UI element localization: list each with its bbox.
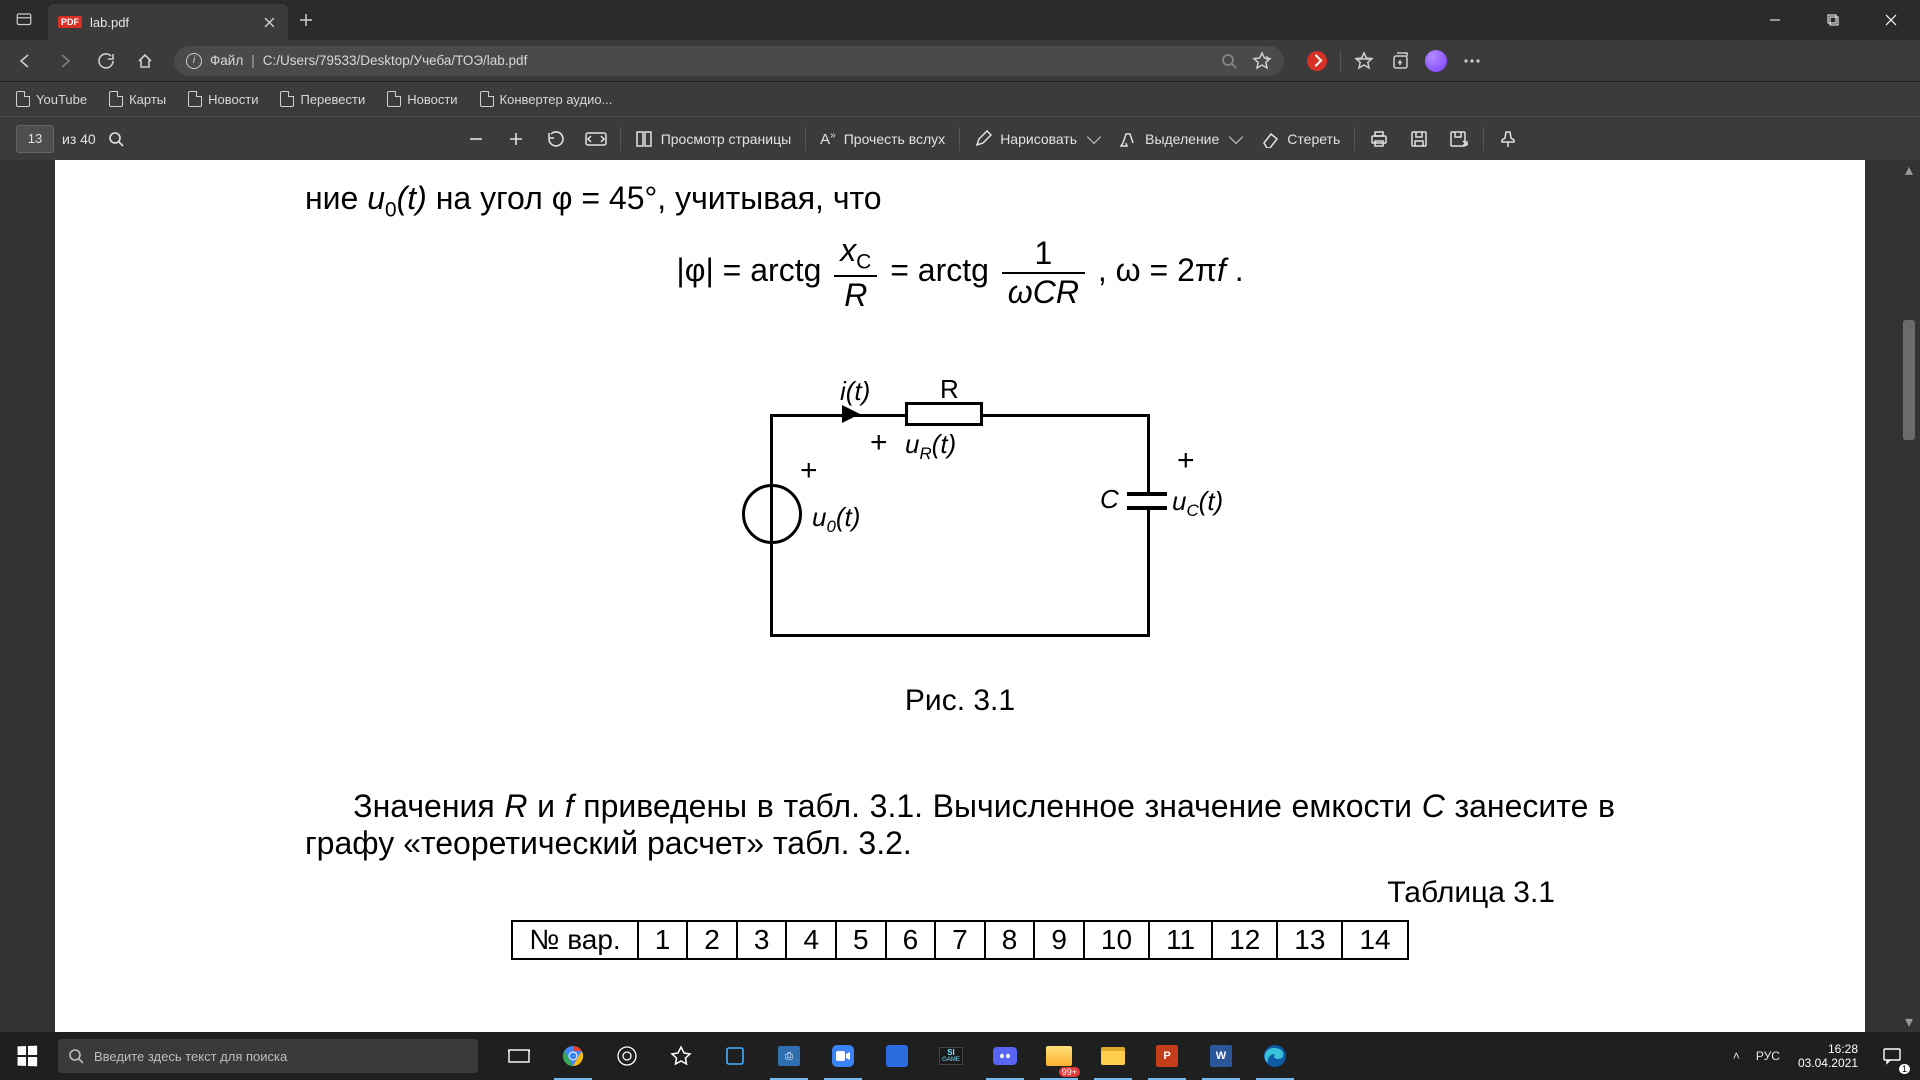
new-tab-button[interactable] — [288, 0, 324, 40]
scroll-up-icon[interactable]: ▴ — [1900, 160, 1918, 180]
adblock-icon[interactable] — [1300, 44, 1334, 78]
read-aloud-button[interactable]: A» Прочесть вслух — [810, 130, 955, 148]
pdf-page: ние u0(t) на угол φ = 45°, учитывая, что… — [55, 160, 1865, 1032]
equation: |φ| = arctg xCR = arctg 1ωCR , ω = 2πf . — [305, 232, 1615, 313]
taskbar-app-chrome[interactable] — [546, 1032, 600, 1080]
fit-page-button[interactable] — [576, 119, 616, 159]
task-view-button[interactable] — [492, 1032, 546, 1080]
bookmark-item[interactable]: Новости — [381, 87, 463, 111]
taskbar-app-powerpoint[interactable]: P — [1140, 1032, 1194, 1080]
taskbar-search[interactable]: Введите здесь текст для поиска — [58, 1039, 478, 1073]
data-table: № вар. 1234567891011121314 — [511, 920, 1408, 960]
taskbar-app-word[interactable]: W — [1194, 1032, 1248, 1080]
page-view-button[interactable]: Просмотр страницы — [625, 130, 801, 148]
bookmark-item[interactable]: Новости — [182, 87, 264, 111]
taskbar-app-zoom[interactable] — [816, 1032, 870, 1080]
figure-caption: Рис. 3.1 — [305, 684, 1615, 718]
window-controls — [1746, 0, 1920, 40]
language-indicator[interactable]: РУС — [1748, 1049, 1788, 1063]
clock[interactable]: 16:28 03.04.2021 — [1788, 1042, 1868, 1071]
window-maximize-button[interactable] — [1804, 0, 1862, 40]
chevron-down-icon — [1229, 129, 1243, 143]
chevron-down-icon — [1087, 129, 1101, 143]
tab-title: lab.pdf — [90, 15, 252, 30]
nav-back-button[interactable] — [8, 44, 42, 78]
favorites-icon[interactable] — [1347, 44, 1381, 78]
page-icon — [280, 91, 294, 107]
pdf-viewer[interactable]: ние u0(t) на угол φ = 45°, учитывая, что… — [0, 160, 1920, 1032]
action-center-button[interactable]: 1 — [1868, 1047, 1916, 1065]
pdf-badge-icon: PDF — [58, 16, 82, 28]
highlight-button[interactable]: Выделение — [1109, 130, 1251, 148]
bookmarks-bar: YouTube Карты Новости Перевести Новости … — [0, 82, 1920, 116]
scroll-thumb[interactable] — [1903, 320, 1915, 440]
page-icon — [387, 91, 401, 107]
address-file-label: Файл — [210, 53, 243, 68]
profile-avatar[interactable] — [1419, 44, 1453, 78]
bookmark-item[interactable]: Конвертер аудио... — [474, 87, 619, 111]
window-minimize-button[interactable] — [1746, 0, 1804, 40]
table-caption: Таблица 3.1 — [305, 876, 1615, 910]
circuit-diagram: i(t) R + uR(t) + u0(t) C + uC(t) — [730, 374, 1190, 654]
erase-button[interactable]: Стереть — [1251, 130, 1350, 148]
bookmark-item[interactable]: Перевести — [274, 87, 371, 111]
page-number-input[interactable]: 13 — [16, 125, 54, 153]
pdf-toolbar: 13 из 40 Просмотр страницы A» Прочесть в… — [0, 116, 1920, 160]
bookmark-item[interactable]: YouTube — [10, 87, 93, 111]
collections-icon[interactable] — [1383, 44, 1417, 78]
text-line: ние u0(t) на угол φ = 45°, учитывая, что — [305, 180, 1615, 222]
page-icon — [188, 91, 202, 107]
start-button[interactable] — [0, 1046, 54, 1066]
nav-forward-button[interactable] — [48, 44, 82, 78]
zoom-in-button[interactable] — [496, 119, 536, 159]
taskbar-app-generic[interactable] — [600, 1032, 654, 1080]
search-placeholder: Введите здесь текст для поиска — [94, 1049, 287, 1064]
bookmark-item[interactable]: Карты — [103, 87, 172, 111]
rotate-button[interactable] — [536, 119, 576, 159]
windows-taskbar: Введите здесь текст для поиска ⎙ SIGAME … — [0, 1032, 1920, 1080]
taskbar-app-explorer[interactable] — [1086, 1032, 1140, 1080]
taskbar-app-mail[interactable]: 99+ — [1032, 1032, 1086, 1080]
home-button[interactable] — [128, 44, 162, 78]
page-total-label: из 40 — [62, 131, 96, 147]
system-tray: ˄ РУС 16:28 03.04.2021 1 — [1725, 1032, 1920, 1080]
favorite-icon[interactable] — [1252, 51, 1272, 71]
search-in-pdf-button[interactable] — [96, 119, 136, 159]
page-icon — [480, 91, 494, 107]
page-icon — [16, 91, 30, 107]
taskbar-app-discord[interactable] — [978, 1032, 1032, 1080]
taskbar-app-edge[interactable] — [1248, 1032, 1302, 1080]
taskbar-app-generic[interactable]: SIGAME — [924, 1032, 978, 1080]
zoom-out-button[interactable] — [456, 119, 496, 159]
refresh-button[interactable] — [88, 44, 122, 78]
address-bar[interactable]: i Файл | C:/Users/79533/Desktop/Учеба/ТО… — [174, 46, 1284, 76]
search-icon — [68, 1048, 84, 1064]
pin-toolbar-button[interactable] — [1488, 119, 1528, 159]
scroll-down-icon[interactable]: ▾ — [1900, 1012, 1918, 1032]
save-button[interactable] — [1399, 119, 1439, 159]
site-info-icon[interactable]: i — [186, 53, 202, 69]
draw-button[interactable]: Нарисовать — [964, 130, 1109, 148]
browser-titlebar: PDF lab.pdf — [0, 0, 1920, 40]
taskbar-app-generic[interactable] — [870, 1032, 924, 1080]
taskbar-app-generic[interactable] — [654, 1032, 708, 1080]
window-close-button[interactable] — [1862, 0, 1920, 40]
edge-menu-icon[interactable] — [0, 0, 48, 40]
taskbar-app-generic[interactable]: ⎙ — [762, 1032, 816, 1080]
paragraph: Значения R и f приведены в табл. 3.1. Вы… — [305, 788, 1615, 862]
page-icon — [109, 91, 123, 107]
taskbar-app-generic[interactable] — [708, 1032, 762, 1080]
zoom-reset-icon[interactable] — [1220, 52, 1238, 70]
tab-close-icon[interactable] — [260, 13, 278, 31]
tray-overflow-button[interactable]: ˄ — [1725, 1049, 1748, 1063]
save-as-button[interactable] — [1439, 119, 1479, 159]
print-button[interactable] — [1359, 119, 1399, 159]
browser-toolbar: i Файл | C:/Users/79533/Desktop/Учеба/ТО… — [0, 40, 1920, 82]
vertical-scrollbar[interactable]: ▴ ▾ — [1900, 160, 1918, 1032]
more-menu-button[interactable] — [1455, 44, 1489, 78]
browser-tab[interactable]: PDF lab.pdf — [48, 4, 288, 40]
address-path: C:/Users/79533/Desktop/Учеба/ТОЭ/lab.pdf — [263, 53, 528, 68]
